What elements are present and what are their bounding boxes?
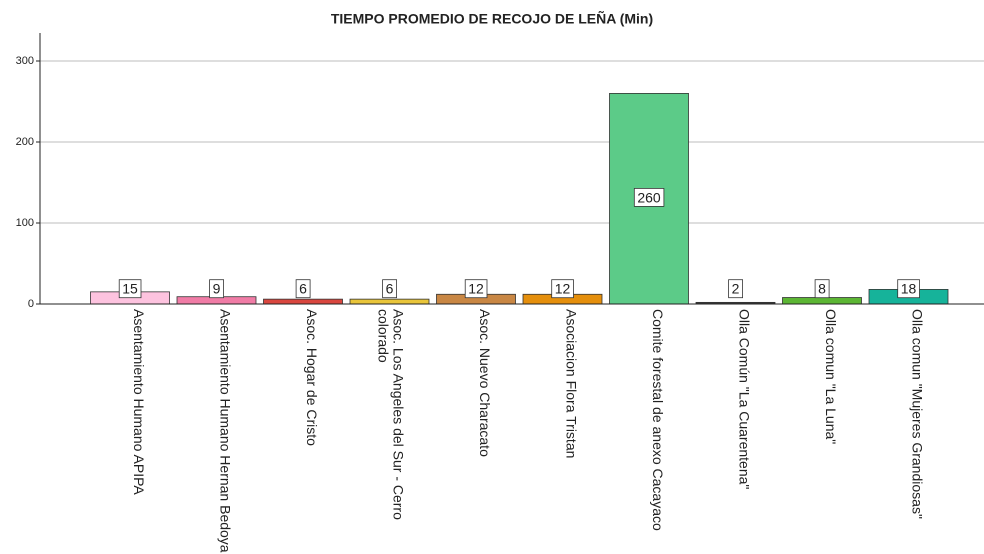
value-label-box [728,279,744,299]
value-label-box [633,188,665,207]
y-tick-label: 300 [16,55,34,67]
value-label-box [118,279,142,299]
x-tick-label: Olla comun "Mujeres Grandiosas" [909,309,925,519]
y-tick-label: 0 [28,298,34,310]
value-label-box [464,279,488,299]
x-tick-label: Olla comun "La Luna" [823,309,838,445]
value-label-box [814,279,830,299]
value-label: 2 [732,281,740,297]
x-tick-label: Asoc. Hogar de Cristo [304,309,319,446]
y-tick-label: 200 [16,136,34,148]
value-label-box [295,279,311,299]
x-tick-label: Asentamiento Humano APIPA [131,309,146,495]
value-label: 260 [637,189,661,205]
x-tick-label: Asoc. Los Angeles del Sur - Cerro colora… [375,309,406,520]
value-label: 18 [901,281,917,297]
x-tick-label: Asoc. Nuevo Characato [477,309,492,457]
y-tick-label: 100 [16,217,34,229]
value-label-box [382,279,398,299]
x-tick-label: Olla Común "La Cuarentena" [736,309,752,490]
chart-title: TIEMPO PROMEDIO DE RECOJO DE LEÑA (Min) [331,10,653,27]
bar [349,298,430,305]
value-label: 12 [555,281,571,297]
x-tick-label: Asentamiento Humano Hernan Bedoya [217,309,233,553]
bar [263,298,343,305]
value-label: 6 [299,281,307,297]
value-label: 15 [122,281,138,297]
x-tick-label: Comite forestal de anexo Cacayaco [650,309,665,531]
bar [782,297,862,305]
value-label: 6 [386,281,394,297]
value-label-box [551,279,574,299]
value-label: 8 [818,281,826,297]
value-label-box [209,279,225,299]
value-label: 12 [468,281,484,297]
value-label-box [897,279,920,299]
value-label: 9 [213,281,221,297]
x-tick-label: Asociacion Flora Tristan [563,309,579,459]
